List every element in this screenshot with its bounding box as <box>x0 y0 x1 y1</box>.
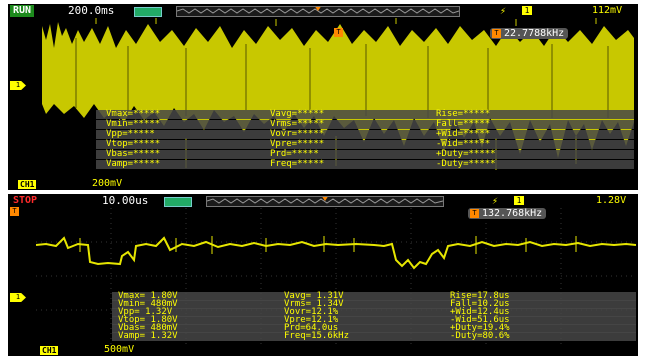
scope-screen-stop: STOP 10.00us ⚡ 1 1.28V T <box>8 194 638 356</box>
meas-vovr: Vovr=***** <box>270 129 325 139</box>
meas-vovr: Vovr=12.1% <box>284 307 339 317</box>
meas-vmax: Vmax=***** <box>106 109 161 119</box>
waveform-grid: T T 22.7788kHz Vmax=***** Vavg=***** Ris… <box>36 18 636 176</box>
meas-vrms: Vrms=***** <box>270 119 325 129</box>
channel-label[interactable]: CH1 <box>40 346 59 355</box>
run-status[interactable]: STOP <box>13 195 38 206</box>
channel-bar: CH1 500mV <box>8 344 638 356</box>
trigger-source-badge[interactable]: 1 <box>522 6 532 15</box>
meas-pwid: +Wid=12.4us <box>450 307 510 317</box>
meas-vpre: Vpre=***** <box>270 139 325 149</box>
meas-rise: Rise=***** <box>436 109 491 119</box>
waveform-grid: T T 132.768kHz Vmax= 1.80V Vavg= 1.31V R… <box>10 207 637 344</box>
meas-vpp: Vpp=***** <box>106 129 155 139</box>
status-bar: STOP 10.00us ⚡ 1 1.28V <box>8 194 638 208</box>
trigger-position-marker[interactable] <box>321 197 329 201</box>
meas-freq: Freq=15.6kHz <box>284 331 350 341</box>
trigger-position-marker[interactable] <box>314 7 322 11</box>
meas-pduty: +Duty=19.4% <box>450 323 510 333</box>
timebase-value[interactable]: 10.00us <box>102 194 149 207</box>
meas-vpre: Vpre=12.1% <box>284 315 339 325</box>
volts-per-div[interactable]: 500mV <box>104 344 135 355</box>
channel-bar: CH1 200mV <box>8 178 638 190</box>
battery-icon <box>164 197 192 207</box>
meas-vbas: Vbas= 480mV <box>118 323 178 333</box>
meas-vtop: Vtop= 1.80V <box>118 315 178 325</box>
trigger-source-badge[interactable]: 1 <box>514 196 524 205</box>
meas-vbas: Vbas=***** <box>106 149 161 159</box>
trigger-level[interactable]: 1.28V <box>596 195 627 206</box>
meas-vmin: Vmin=***** <box>106 119 161 129</box>
timebase-value[interactable]: 200.0ms <box>68 4 115 17</box>
battery-icon <box>134 7 162 17</box>
memory-depth-bar[interactable] <box>176 6 460 17</box>
meas-nduty: -Duty=80.6% <box>450 331 510 341</box>
run-status[interactable]: RUN <box>10 5 35 17</box>
meas-pduty: +Duty=***** <box>436 149 496 159</box>
lightning-icon: ⚡ <box>492 196 499 207</box>
scope-screen-run: RUN 200.0ms ⚡ 1 112mV <box>8 4 638 190</box>
meas-vrms: Vrms= 1.34V <box>284 299 344 309</box>
meas-vmax: Vmax= 1.80V <box>118 291 178 301</box>
meas-vamp: Vamp=***** <box>106 159 161 169</box>
channel-label[interactable]: CH1 <box>18 180 37 189</box>
meas-freq: Freq=***** <box>270 159 325 169</box>
lightning-icon: ⚡ <box>500 6 507 17</box>
channel-offset-marker[interactable]: 1 <box>10 293 26 302</box>
meas-vavg: Vavg=***** <box>270 109 325 119</box>
meas-vavg: Vavg= 1.31V <box>284 291 344 301</box>
meas-nwid: -Wid=***** <box>436 139 491 149</box>
meas-vtop: Vtop=***** <box>106 139 161 149</box>
volts-per-div[interactable]: 200mV <box>92 178 123 189</box>
meas-prd: Prd=***** <box>270 149 319 159</box>
frequency-readout: T 22.7788kHz <box>490 28 569 39</box>
frequency-value: 22.7788kHz <box>504 28 565 39</box>
meas-fall: Fall=***** <box>436 119 491 129</box>
meas-vamp: Vamp= 1.32V <box>118 331 178 341</box>
meas-vpp: Vpp= 1.32V <box>118 307 173 317</box>
measurement-panel: Vmax= 1.80V Vavg= 1.31V Rise=17.8us Vmin… <box>112 292 636 352</box>
trigger-marker[interactable]: T <box>334 28 343 37</box>
t-badge-icon: T <box>470 209 479 218</box>
frequency-value: 132.768kHz <box>482 208 543 219</box>
t-badge-icon: T <box>492 29 501 38</box>
frequency-readout: T 132.768kHz <box>468 208 547 219</box>
measurement-panel: Vmax=***** Vavg=***** Rise=***** Vmin=**… <box>96 110 634 170</box>
meas-fall: Fall=10.2us <box>450 299 510 309</box>
meas-rise: Rise=17.8us <box>450 291 510 301</box>
meas-nwid: -Wid=51.6us <box>450 315 510 325</box>
memory-depth-bar[interactable] <box>206 196 444 207</box>
trigger-marker[interactable]: T <box>10 207 19 216</box>
status-bar: RUN 200.0ms ⚡ 1 112mV <box>8 4 638 18</box>
channel-offset-marker[interactable]: 1 <box>10 81 26 90</box>
meas-vmin: Vmin= 480mV <box>118 299 178 309</box>
meas-pwid: +Wid=***** <box>436 129 491 139</box>
meas-prd: Prd=64.0us <box>284 323 339 333</box>
meas-nduty: -Duty=***** <box>436 159 496 169</box>
trigger-level[interactable]: 112mV <box>592 5 623 16</box>
